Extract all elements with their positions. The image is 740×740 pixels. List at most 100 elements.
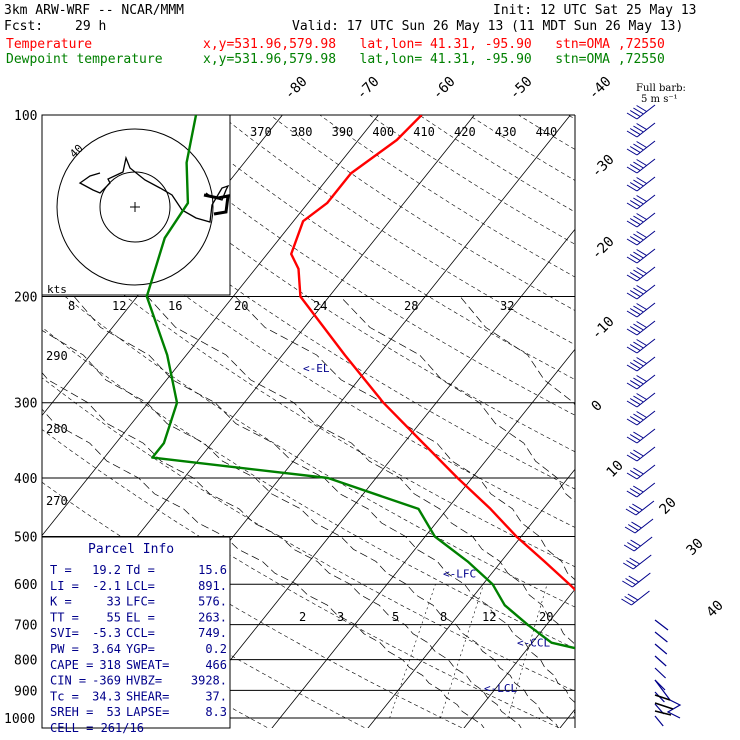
pressure-tick-label: 600 bbox=[14, 578, 37, 593]
mixing-ratio-label: 28 bbox=[404, 299, 418, 313]
wind-barb-flag bbox=[636, 105, 647, 112]
dry-adiabat-line bbox=[468, 115, 575, 181]
moist-adiabat-line bbox=[42, 408, 485, 728]
wind-barb-flag bbox=[629, 434, 641, 441]
wind-barb-flag bbox=[633, 305, 644, 313]
pressure-tick-label: 800 bbox=[14, 654, 37, 669]
wind-barb-flag bbox=[626, 382, 638, 390]
mixing-ratio-line bbox=[440, 584, 484, 719]
parcel-row-value: 749. bbox=[198, 626, 227, 640]
hodograph-trace bbox=[78, 155, 230, 223]
wind-barb-flag bbox=[625, 508, 637, 516]
wind-barb-flag bbox=[636, 393, 647, 400]
theta-label: 400 bbox=[372, 125, 394, 139]
isotherm-label: -20 bbox=[589, 234, 618, 263]
forecast-label: Fcst: bbox=[4, 19, 44, 34]
wind-barb-flag bbox=[633, 179, 644, 187]
dry-adiabat-line bbox=[42, 326, 575, 649]
wind-barb-flag bbox=[626, 130, 638, 138]
wind-barb-flag bbox=[626, 112, 638, 120]
wind-barb-flag bbox=[633, 197, 644, 205]
wind-barb-lower-cluster bbox=[654, 679, 682, 719]
valid-time: Valid: 17 UTC Sun 26 May 13 (11 MDT Sun … bbox=[292, 19, 684, 34]
parcel-row-label: HVBZ= bbox=[126, 674, 162, 688]
parcel-row-label: K = bbox=[50, 595, 72, 609]
wind-barb-flag bbox=[626, 346, 638, 354]
legend-temperature-name: Temperature bbox=[6, 37, 93, 52]
moist-adiabat-line bbox=[340, 296, 575, 503]
hodograph-trace-bold bbox=[203, 193, 230, 216]
wind-barb-flag bbox=[629, 344, 641, 351]
mixing-ratio-label: 2 bbox=[299, 610, 306, 624]
parcel-row-label: CIN = bbox=[50, 674, 86, 688]
parcel-row-label: Td = bbox=[126, 563, 155, 577]
dry-adiabat-label: 280 bbox=[46, 422, 68, 436]
mixing-ratio-label: 5 bbox=[392, 610, 399, 624]
wind-barb-flag bbox=[629, 218, 641, 225]
isotherm-line bbox=[463, 588, 575, 728]
wind-barb-flag bbox=[626, 148, 638, 156]
wind-barb-flag bbox=[629, 452, 641, 459]
wind-barb-flag bbox=[629, 290, 641, 297]
parcel-row-value: -5.3 bbox=[92, 626, 121, 640]
wind-barb-flag bbox=[629, 254, 641, 261]
level-marker-label: <-LFC bbox=[443, 568, 476, 581]
parcel-row-label: SHEAR= bbox=[126, 689, 169, 703]
parcel-row-value: 53 bbox=[107, 705, 121, 719]
wind-barb-flag bbox=[629, 470, 641, 477]
parcel-info-panel bbox=[41, 536, 231, 729]
isotherm-label: -70 bbox=[354, 74, 383, 103]
mixing-ratio-label: 20 bbox=[539, 610, 553, 624]
model-title: 3km ARW-WRF -- NCAR/MMM bbox=[4, 3, 185, 18]
wind-barb-flag bbox=[626, 202, 638, 210]
wind-barb-lower-cluster-dark bbox=[654, 694, 674, 716]
hodograph-ring-outer bbox=[56, 128, 214, 286]
isotherm-label: 0 bbox=[589, 398, 606, 415]
hodograph-box bbox=[41, 114, 231, 296]
wind-barb-flag bbox=[629, 182, 641, 189]
parcel-row-value: 0.2 bbox=[205, 642, 227, 656]
isotherm-label: 20 bbox=[657, 495, 680, 518]
parcel-row-label: SREH = bbox=[50, 705, 93, 719]
wind-barb-flag bbox=[626, 292, 638, 300]
wind-barb-flag bbox=[626, 560, 637, 567]
wind-barb-flag bbox=[626, 238, 638, 246]
dry-adiabat-line bbox=[618, 115, 740, 731]
theta-label: 420 bbox=[454, 125, 476, 139]
wind-barb-flag bbox=[636, 321, 647, 328]
moist-adiabat-line bbox=[42, 329, 559, 728]
theta-label: 380 bbox=[291, 125, 313, 139]
wind-barb-flag bbox=[636, 303, 647, 310]
wind-barb-flag bbox=[636, 195, 647, 202]
parcel-info-title: Parcel Info bbox=[88, 542, 174, 557]
wind-barbs bbox=[621, 104, 682, 727]
wind-barb-flag bbox=[629, 557, 640, 565]
pressure-tick-label: 700 bbox=[14, 619, 37, 634]
pressure-tick-label: 200 bbox=[14, 291, 37, 306]
wind-barb-flag bbox=[626, 256, 638, 264]
mixing-ratio-label: 24 bbox=[313, 299, 327, 313]
wind-barb-flag bbox=[630, 539, 641, 547]
wind-barb-flag bbox=[622, 580, 633, 588]
wind-barb-flag bbox=[633, 341, 644, 349]
parcel-row-label: T = bbox=[50, 563, 72, 577]
wind-barb-flag bbox=[628, 506, 640, 513]
wind-barb-shaft bbox=[654, 715, 664, 727]
wind-barb-flag bbox=[629, 398, 641, 405]
wind-barb-flag bbox=[633, 449, 644, 457]
parcel-row-value: 318 bbox=[99, 658, 121, 672]
wind-barb-flag bbox=[632, 485, 644, 493]
isotherm-line bbox=[367, 468, 575, 728]
wind-barb-flag bbox=[633, 359, 644, 367]
wind-barb-flag bbox=[633, 107, 644, 115]
wind-barb-flag bbox=[633, 287, 644, 295]
wind-barb-flag bbox=[626, 364, 638, 372]
pressure-tick-label: 400 bbox=[14, 472, 37, 487]
wind-barb-flag bbox=[629, 146, 641, 153]
wind-barb-flag bbox=[633, 467, 644, 475]
dry-adiabat-label: 290 bbox=[46, 349, 68, 363]
wind-barb-flag bbox=[633, 143, 644, 151]
dry-adiabat-line bbox=[120, 115, 575, 416]
mixing-ratio-label: 8 bbox=[68, 299, 75, 313]
